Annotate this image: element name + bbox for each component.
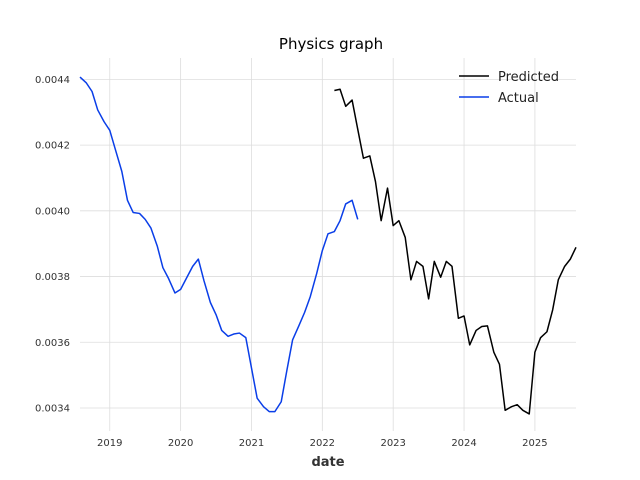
y-tick-label: 0.0042 (35, 141, 70, 152)
y-tick-label: 0.0040 (35, 206, 70, 217)
x-tick-label: 2025 (522, 438, 547, 449)
legend-label-actual: Actual (498, 91, 539, 106)
series-lines (79, 76, 577, 415)
chart-title: Physics graph (279, 35, 383, 53)
y-tick-label: 0.0034 (35, 403, 70, 414)
y-tick-label: 0.0036 (35, 338, 70, 349)
legend: Predicted Actual (459, 70, 559, 106)
x-tick-label: 2024 (451, 438, 476, 449)
series-line-predicted (334, 88, 577, 415)
legend-label-predicted: Predicted (498, 70, 559, 85)
series-line-actual (79, 76, 359, 413)
y-tick-label: 0.0044 (35, 75, 70, 86)
x-tick-label: 2023 (380, 438, 405, 449)
x-tick-label: 2021 (239, 438, 264, 449)
x-tick-label: 2019 (97, 438, 122, 449)
x-axis-label: date (311, 455, 344, 470)
y-tick-label: 0.0038 (35, 272, 70, 283)
x-tick-label: 2020 (168, 438, 193, 449)
grid-lines (80, 58, 576, 431)
tick-labels: 2019 2020 2021 2022 2023 2024 2025 0.0034 0.0036… (35, 75, 548, 449)
x-tick-label: 2022 (310, 438, 335, 449)
